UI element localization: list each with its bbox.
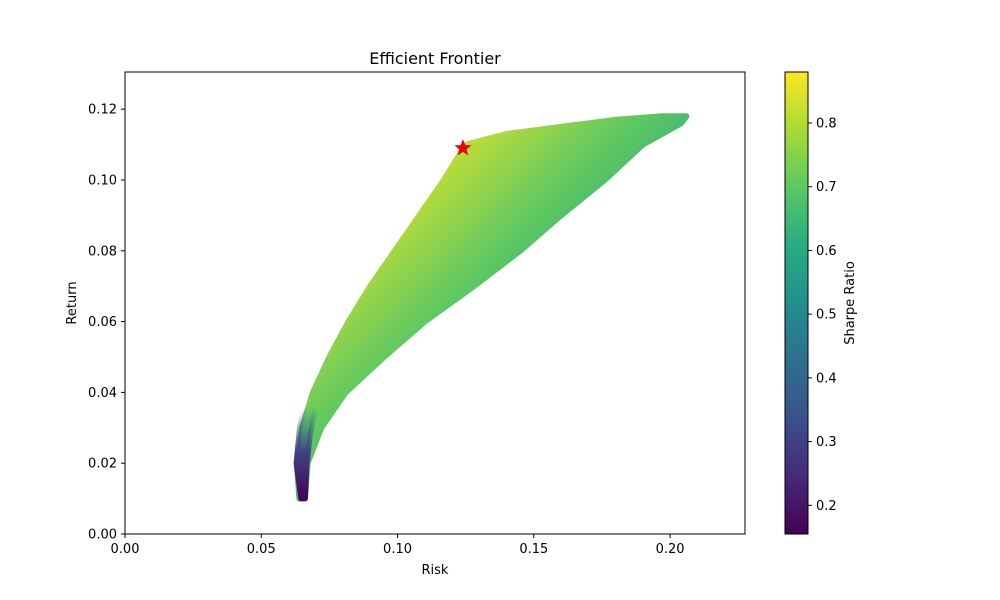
- colorbar-tick-label: 0.5: [816, 308, 837, 323]
- colorbar-tick-label: 0.6: [816, 244, 837, 259]
- plot-frame: [124, 71, 746, 535]
- x-tick-label: 0.15: [519, 542, 548, 557]
- frontier-point-cloud: [293, 113, 690, 502]
- y-axis-title: Return: [65, 281, 80, 324]
- colorbar: [784, 71, 809, 535]
- colorbar-tick-label: 0.8: [816, 116, 837, 131]
- min-variance-tail: [293, 404, 319, 502]
- y-tick-label: 0.08: [88, 244, 117, 259]
- x-axis-title: Risk: [422, 563, 449, 578]
- x-tick-label: 0.00: [111, 542, 140, 557]
- colorbar-tick-label: 0.7: [816, 180, 837, 195]
- x-tick-label: 0.10: [383, 542, 412, 557]
- y-tick-label: 0.06: [88, 315, 117, 330]
- y-tick-label: 0.02: [88, 457, 117, 472]
- colorbar-title: Sharpe Ratio: [843, 261, 858, 345]
- x-tick-label: 0.20: [656, 542, 685, 557]
- colorbar-tick-label: 0.3: [816, 435, 837, 450]
- colorbar-tick-label: 0.2: [816, 499, 837, 514]
- x-tick-label: 0.05: [247, 542, 276, 557]
- colorbar-tick-label: 0.4: [816, 371, 837, 386]
- y-tick-label: 0.00: [88, 528, 117, 543]
- max-sharpe-star-marker: [454, 139, 472, 156]
- chart-title: Efficient Frontier: [369, 49, 501, 68]
- y-tick-label: 0.04: [88, 386, 117, 401]
- y-tick-label: 0.12: [88, 103, 117, 118]
- y-tick-label: 0.10: [88, 173, 117, 188]
